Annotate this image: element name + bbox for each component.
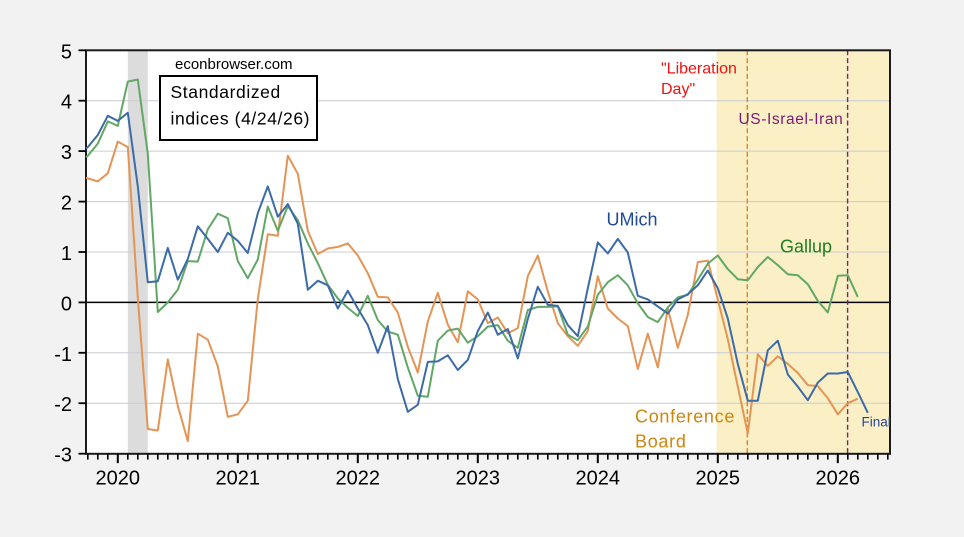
svg-text:Standardized: Standardized <box>171 82 281 102</box>
svg-text:US-Israel-Iran: US-Israel-Iran <box>739 111 844 128</box>
svg-text:"Liberation: "Liberation <box>661 61 737 78</box>
svg-text:Gallup: Gallup <box>780 237 832 257</box>
svg-text:5: 5 <box>61 41 72 63</box>
svg-text:2020: 2020 <box>96 468 141 490</box>
svg-text:2024: 2024 <box>576 468 621 490</box>
svg-text:Conference: Conference <box>635 406 735 426</box>
svg-text:Board: Board <box>635 431 687 451</box>
svg-text:indices (4/24/26): indices (4/24/26) <box>171 109 311 129</box>
svg-text:-2: -2 <box>54 394 72 416</box>
svg-text:Final: Final <box>862 415 891 430</box>
svg-text:-3: -3 <box>54 445 72 467</box>
svg-text:0: 0 <box>61 293 72 315</box>
svg-text:-1: -1 <box>54 344 72 366</box>
svg-text:4: 4 <box>61 92 72 114</box>
svg-text:UMich: UMich <box>607 210 658 230</box>
svg-text:econbrowser.com: econbrowser.com <box>175 56 293 73</box>
svg-text:2025: 2025 <box>696 468 741 490</box>
svg-text:1: 1 <box>61 243 72 265</box>
svg-text:2022: 2022 <box>336 468 381 490</box>
svg-text:2021: 2021 <box>216 468 261 490</box>
svg-text:3: 3 <box>61 142 72 164</box>
svg-text:2023: 2023 <box>456 468 501 490</box>
svg-text:2026: 2026 <box>816 468 861 490</box>
svg-text:Day": Day" <box>661 81 695 98</box>
svg-text:2: 2 <box>61 193 72 215</box>
